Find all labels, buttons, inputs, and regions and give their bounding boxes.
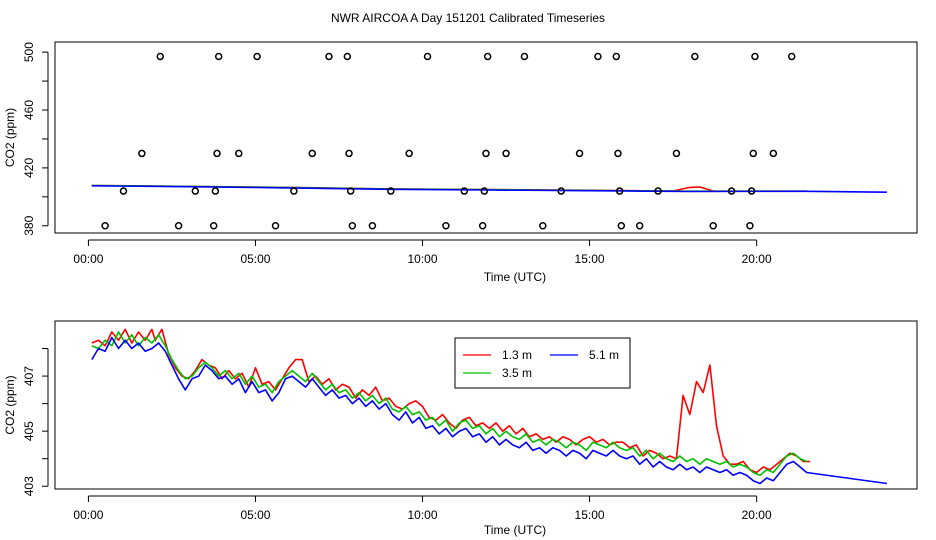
y-tick-label: 407	[22, 366, 36, 386]
legend-box	[454, 337, 631, 389]
data-marker	[769, 149, 778, 158]
x-axis-label: Time (UTC)	[484, 523, 546, 537]
data-marker	[594, 52, 602, 61]
data-marker	[368, 222, 377, 230]
data-marker	[405, 149, 413, 158]
data-marker	[290, 187, 298, 195]
data-marker	[346, 187, 355, 195]
data-marker	[345, 149, 353, 158]
plot-frame	[54, 41, 918, 234]
y-tick-label: 380	[22, 215, 36, 235]
data-marker	[520, 52, 529, 61]
data-marker	[348, 222, 357, 230]
data-marker	[746, 222, 754, 230]
data-marker	[787, 52, 796, 61]
series-line-1-3-m	[91, 328, 811, 474]
data-marker	[480, 187, 489, 195]
data-marker	[119, 187, 128, 195]
panel-2: 00:00 05:00 10:00 15:00 20:00 Time (UTC) 403 40…	[3, 320, 918, 537]
y-tick-label: 460	[22, 100, 36, 120]
data-marker	[191, 187, 200, 195]
data-marker	[214, 52, 223, 61]
legend-label: 1.3 m	[502, 348, 532, 362]
x-tick-label: 00:00	[73, 252, 103, 266]
x-tick-label: 10:00	[408, 508, 438, 522]
x-tick-label: 20:00	[742, 252, 772, 266]
data-marker	[614, 149, 622, 158]
x-axis-label: Time (UTC)	[484, 270, 546, 284]
x-tick-label: 05:00	[240, 252, 270, 266]
y-axis-label: CO2 (ppm)	[3, 108, 17, 167]
data-marker	[213, 149, 221, 158]
y-axis-label: CO2 (ppm)	[3, 375, 17, 434]
data-marker	[612, 52, 621, 61]
series-line-5-1-m	[91, 185, 887, 193]
data-marker	[749, 149, 758, 158]
data-marker	[617, 222, 626, 230]
data-marker	[235, 149, 243, 158]
x-tick-label: 05:00	[240, 508, 270, 522]
y-tick-label: 405	[22, 421, 36, 441]
legend-label: 3.5 m	[502, 366, 532, 380]
data-marker	[253, 52, 261, 61]
y-tick-label: 500	[22, 42, 36, 62]
data-marker	[482, 149, 490, 158]
data-marker	[483, 52, 492, 61]
data-marker	[325, 52, 333, 61]
data-marker	[423, 52, 432, 61]
figure-title: NWR AIRCOA A Day 151201 Calibrated Times…	[331, 11, 605, 25]
data-marker	[502, 149, 510, 158]
data-marker	[211, 187, 220, 195]
data-marker	[387, 187, 395, 195]
series-line-5-1-m	[91, 336, 888, 485]
data-marker	[343, 52, 352, 61]
data-marker	[691, 52, 699, 61]
data-marker	[209, 222, 218, 230]
data-marker	[575, 149, 584, 158]
data-marker	[138, 149, 146, 158]
data-marker	[635, 222, 644, 230]
y-tick-label: 403	[22, 476, 36, 496]
data-marker	[478, 222, 487, 230]
data-marker	[308, 149, 317, 158]
legend-label: 5.1 m	[589, 348, 619, 362]
x-tick-label: 15:00	[575, 508, 605, 522]
series-line-3-5-m	[91, 331, 808, 477]
legend: 1.3 m 5.1 m 3.5 m	[454, 337, 631, 389]
data-marker	[615, 187, 624, 195]
data-marker	[539, 222, 547, 230]
x-tick-label: 00:00	[73, 508, 103, 522]
x-tick-label: 10:00	[408, 252, 438, 266]
x-tick-label: 15:00	[575, 252, 605, 266]
x-tick-label: 20:00	[742, 508, 772, 522]
data-marker	[442, 222, 450, 230]
data-marker	[101, 222, 109, 230]
data-marker	[709, 222, 717, 230]
y-tick-label: 420	[22, 158, 36, 178]
data-marker	[557, 187, 565, 195]
data-marker	[271, 222, 280, 230]
data-marker	[156, 52, 164, 61]
data-marker	[747, 187, 756, 195]
plot-frame	[54, 320, 918, 490]
data-marker	[174, 222, 183, 230]
data-marker	[654, 187, 662, 195]
data-marker	[460, 187, 469, 195]
panel-1: 00:00 05:00 10:00 15:00 20:00 Time (UTC) 380 42…	[3, 41, 918, 284]
data-marker	[672, 149, 681, 158]
data-marker	[751, 52, 759, 61]
data-marker	[727, 187, 736, 195]
